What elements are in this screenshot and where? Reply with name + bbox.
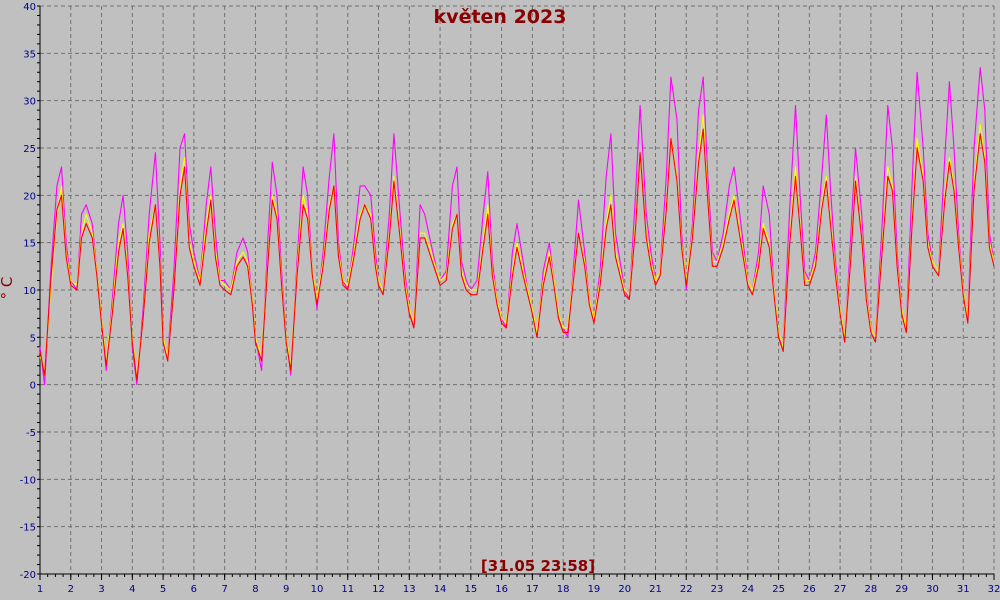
series-group <box>39 66 995 386</box>
x-tick-label: 18 <box>557 584 570 595</box>
x-tick-label: 32 <box>988 584 1000 595</box>
x-tick-label: 25 <box>772 584 785 595</box>
x-tick-label: 17 <box>526 584 539 595</box>
x-tick-label: 21 <box>649 584 662 595</box>
x-tick-label: 15 <box>464 584 477 595</box>
x-tick-label: 14 <box>434 584 447 595</box>
x-tick-labels: 1 2 3 4 5 6 7 8 9 10 11 12 13 14 15 16 17 18 19 20 21 22 23 24 2… <box>37 584 1000 595</box>
y-tick-label: -15 <box>20 523 36 534</box>
x-tick-label: 1 <box>37 584 43 595</box>
y-tick-label: 40 <box>23 2 36 13</box>
y-tick-label: 35 <box>23 49 36 60</box>
x-tick-label: 16 <box>495 584 508 595</box>
x-tick-label: 31 <box>957 584 970 595</box>
series-line-3 <box>39 128 995 381</box>
y-tick-label: -20 <box>20 570 36 581</box>
x-tick-label: 19 <box>588 584 601 595</box>
x-tick-label: 6 <box>191 584 197 595</box>
y-axis-label: ° C <box>0 277 16 300</box>
x-tick-label: 12 <box>372 584 385 595</box>
y-tick-labels: -20 -15 -10 -5 0 5 10 15 20 25 30 35 40 <box>20 2 36 581</box>
y-tick-label: 25 <box>23 144 36 155</box>
x-tick-label: 20 <box>618 584 631 595</box>
x-tick-label: 4 <box>129 584 135 595</box>
x-tick-label: 27 <box>834 584 847 595</box>
x-tick-label: 22 <box>680 584 693 595</box>
x-tick-label: 24 <box>741 584 754 595</box>
y-tick-label: -5 <box>26 428 36 439</box>
y-tick-label: 5 <box>30 333 36 344</box>
x-tick-label: 28 <box>865 584 878 595</box>
x-tick-label: 5 <box>160 584 166 595</box>
y-tick-label: -10 <box>20 475 36 486</box>
x-tick-label: 3 <box>98 584 104 595</box>
x-tick-label: 10 <box>311 584 324 595</box>
x-tick-label: 30 <box>926 584 939 595</box>
chart-title: květen 2023 <box>434 6 567 28</box>
y-tick-label: 30 <box>23 97 36 108</box>
x-tick-label: 2 <box>68 584 74 595</box>
x-tick-label: 8 <box>252 584 258 595</box>
x-tick-label: 23 <box>711 584 724 595</box>
x-tick-label: 26 <box>803 584 816 595</box>
y-tick-label: 15 <box>23 239 36 250</box>
x-tick-label: 13 <box>403 584 416 595</box>
x-tick-label: 7 <box>221 584 227 595</box>
x-tick-label: 29 <box>895 584 908 595</box>
x-tick-label: 9 <box>283 584 289 595</box>
axes <box>37 5 995 580</box>
y-tick-label: 0 <box>30 381 36 392</box>
x-tick-label: 11 <box>341 584 354 595</box>
timestamp-label: [31.05 23:58] <box>481 557 595 575</box>
y-tick-label: 20 <box>23 191 36 202</box>
y-tick-label: 10 <box>23 286 36 297</box>
